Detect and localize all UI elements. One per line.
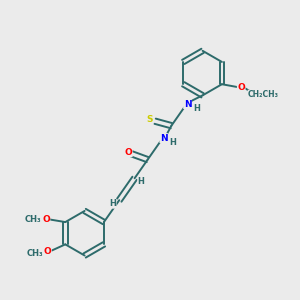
- Text: O: O: [237, 83, 245, 92]
- Text: N: N: [184, 100, 191, 109]
- Text: CH₂CH₃: CH₂CH₃: [248, 90, 279, 99]
- Text: N: N: [160, 134, 167, 142]
- Text: H: H: [194, 104, 200, 113]
- Text: CH₃: CH₃: [26, 249, 43, 258]
- Text: H: H: [109, 199, 116, 208]
- Text: H: H: [170, 138, 177, 147]
- Text: S: S: [146, 115, 153, 124]
- Text: O: O: [44, 247, 51, 256]
- Text: O: O: [42, 214, 50, 224]
- Text: O: O: [124, 148, 132, 157]
- Text: H: H: [138, 177, 145, 186]
- Text: CH₃: CH₃: [25, 214, 41, 224]
